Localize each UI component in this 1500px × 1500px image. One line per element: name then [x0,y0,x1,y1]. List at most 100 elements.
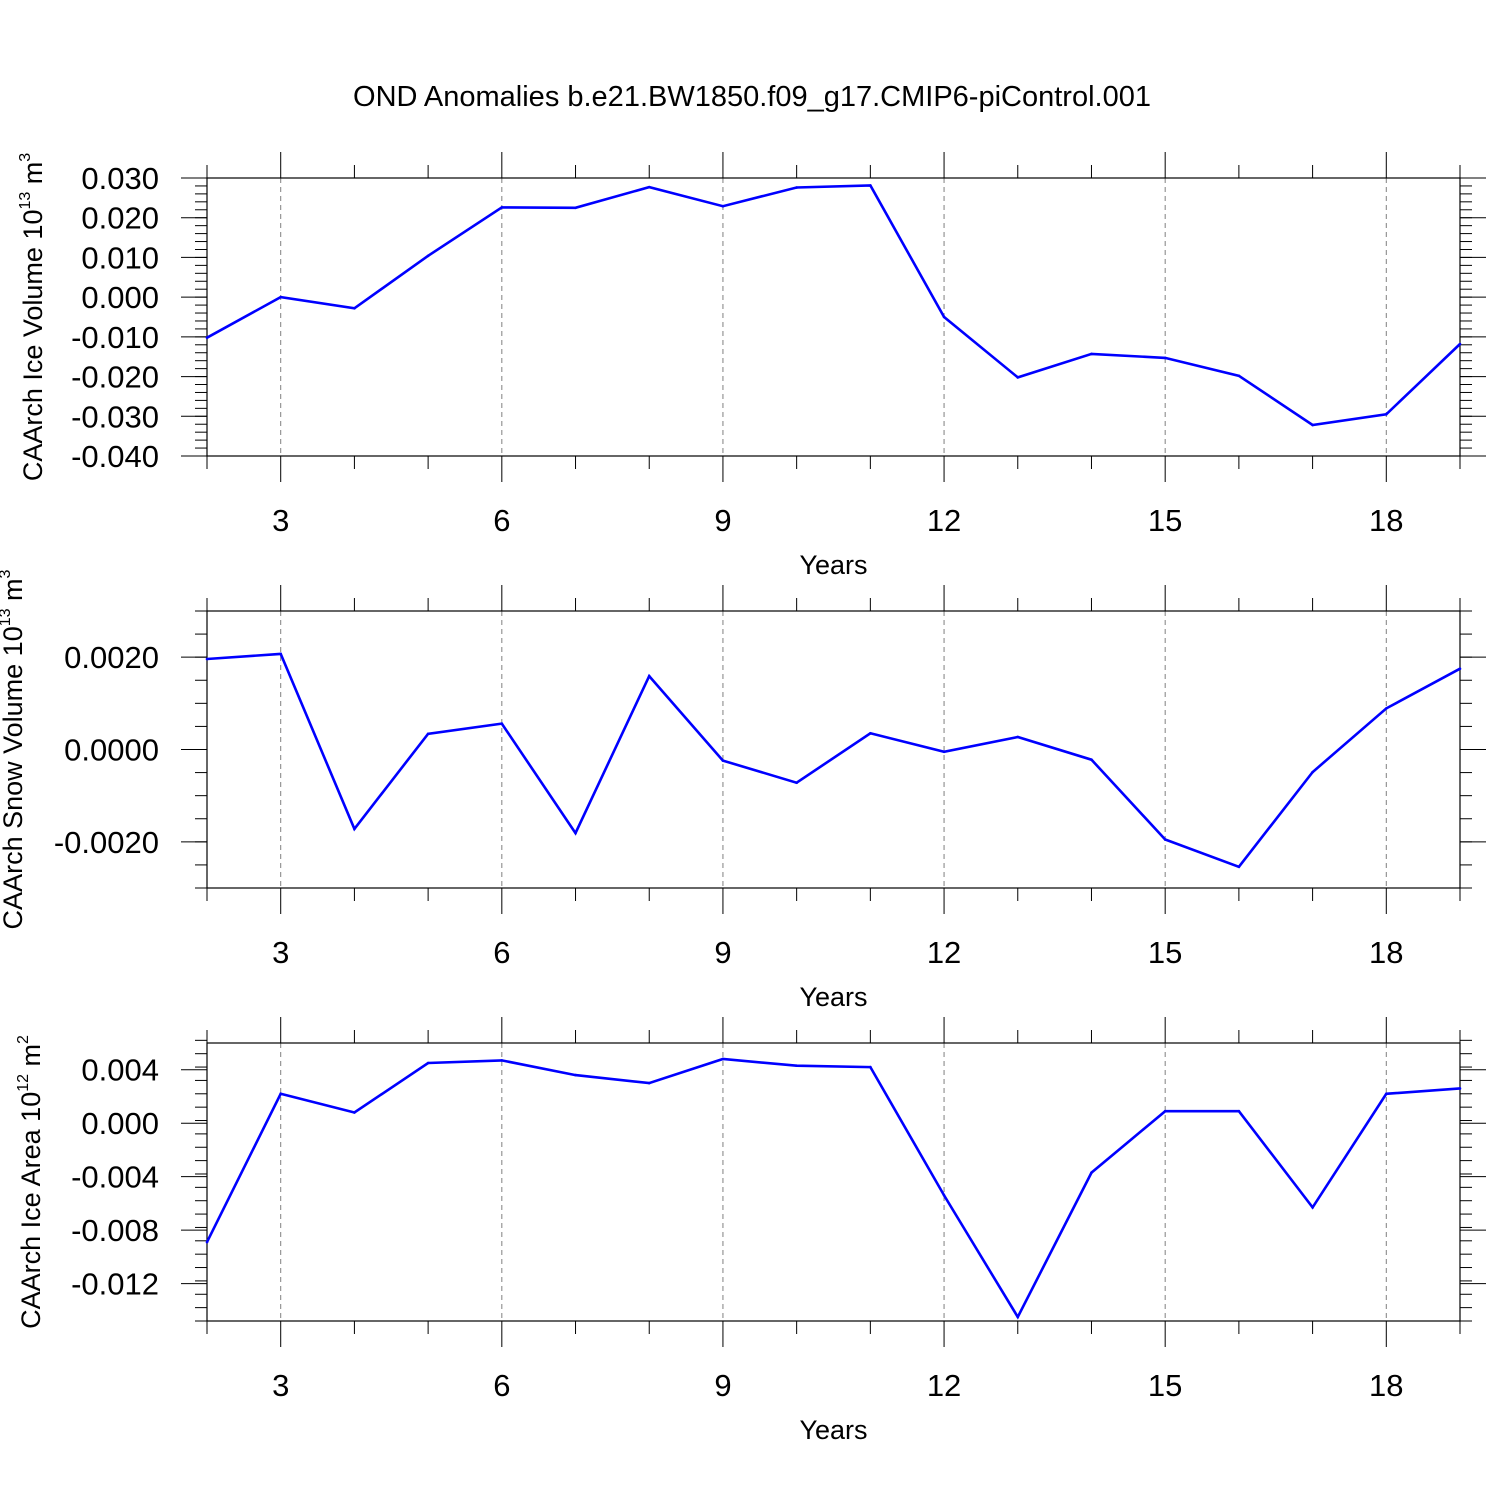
data-point [353,306,356,310]
data-point [279,652,283,656]
data-point [1016,735,1020,739]
plot-frame [206,177,1461,457]
y-axis-label-exponent: 12 [15,1074,32,1092]
y-tick-label: 0.0000 [64,733,159,768]
x-tick-label: 12 [927,503,961,538]
y-axis-label-unit-exponent: 3 [0,569,14,578]
y-axis-label-unit-exponent: 2 [15,1035,32,1044]
data-point [1311,1206,1314,1209]
x-axis-label: Years [799,982,867,1012]
data-point [1163,356,1167,360]
data-point [795,186,798,189]
data-point [1090,352,1093,356]
y-axis-label: CAArch Ice Area 1012 m2 [15,1035,46,1329]
x-tick-label: 18 [1369,935,1403,970]
y-tick-label: -0.010 [71,320,159,355]
x-tick-label: 6 [493,1368,510,1403]
y-axis-label-unit: m [18,162,48,192]
data-point [647,185,651,189]
x-tick-label: 15 [1148,1368,1182,1403]
y-axis-label-unit-exponent: 3 [17,153,34,162]
x-axis-label: Years [799,1415,867,1445]
data-point [574,831,577,835]
data-point [1384,707,1388,710]
data-point [353,827,356,831]
data-point [205,336,209,339]
data-point [942,1194,946,1197]
y-axis-label-unit: m [16,1044,46,1074]
x-tick-label: 3 [272,503,289,538]
data-point [500,206,504,209]
panel-snow-volume: 3 6 9 12 15 18 Years -0.0020 0.0000 0.0020 CAArch … [0,569,1486,1012]
data-point [1163,1109,1167,1113]
data-point [1384,1092,1388,1096]
series-line [206,184,1461,427]
data-point [426,732,430,736]
series-line [205,1057,1461,1320]
x-tick-label: 15 [1148,503,1182,538]
panel-ice-volume: 3 6 9 12 15 18 Years -0.040 -0.030 -0.020 -0.010 0.… [17,152,1486,580]
y-tick-label: 0.0020 [64,640,159,675]
y-axis-label-text: CAArch Ice Area 10 [16,1092,46,1329]
data-point [1016,376,1020,379]
panels: 3 6 9 12 15 18 Years -0.040 -0.030 -0.020 -0.010 0.… [0,152,1486,1445]
data-point [1237,374,1241,378]
panel-ice-area: 3 6 9 12 15 18 Years -0.012 -0.008 -0.004 0.000 0.0… [15,1017,1486,1445]
y-axis-label-exponent: 13 [0,608,14,626]
y-tick-label: -0.004 [71,1160,159,1195]
x-tick-label: 12 [927,1368,961,1403]
plot-frame [206,610,1461,889]
y-axis-label-text: CAArch Ice Volume 10 [18,210,48,482]
y-tick-label: -0.040 [71,439,159,474]
y-tick-label: 0.000 [81,1106,159,1141]
y-axis-label: CAArch Ice Volume 1013 m3 [17,153,48,481]
x-tick-label: 15 [1148,935,1182,970]
data-point [426,254,430,258]
data-point [279,295,283,299]
data-point [869,1065,872,1069]
data-point [353,1111,356,1114]
data-point [1458,667,1462,671]
x-tick-label: 3 [272,935,289,970]
x-tick-label: 18 [1369,503,1403,538]
data-point [869,184,872,187]
data-point [721,1057,725,1061]
data-point [795,781,798,785]
data-point [721,204,725,208]
x-tick-label: 9 [714,1368,731,1403]
data-point [1311,770,1314,774]
data-point [500,722,504,725]
data-point [205,657,209,661]
data-point [647,1081,651,1085]
data-point [205,1240,209,1244]
data-point [574,206,577,210]
y-tick-label: -0.030 [71,399,159,434]
data-point [574,1073,577,1077]
y-tick-label: 0.010 [81,240,159,275]
y-axis-label-unit: m [0,578,28,608]
y-tick-label: 0.004 [81,1053,159,1088]
data-point [721,759,725,762]
data-point [1090,758,1093,761]
x-tick-label: 6 [493,503,510,538]
y-tick-label: -0.012 [71,1267,159,1302]
y-tick-label: -0.0020 [54,825,159,860]
y-tick-label: -0.020 [71,360,159,395]
x-tick-label: 12 [927,935,961,970]
data-point [1090,1171,1093,1174]
data-point [1384,413,1388,416]
plot-frame [206,1042,1461,1322]
x-tick-label: 3 [272,1368,289,1403]
chart-title: OND Anomalies b.e21.BW1850.f09_g17.CMIP6… [353,81,1151,113]
data-point [869,732,872,735]
data-point [1163,838,1167,841]
data-point [1458,1087,1462,1090]
x-tick-label: 9 [714,503,731,538]
data-point [795,1064,798,1068]
series-line [206,652,1461,869]
x-axis-label: Years [799,550,867,580]
y-tick-label: -0.008 [71,1213,159,1248]
data-point [1016,1315,1020,1319]
y-axis-label: CAArch Snow Volume 1013 m3 [0,569,28,929]
